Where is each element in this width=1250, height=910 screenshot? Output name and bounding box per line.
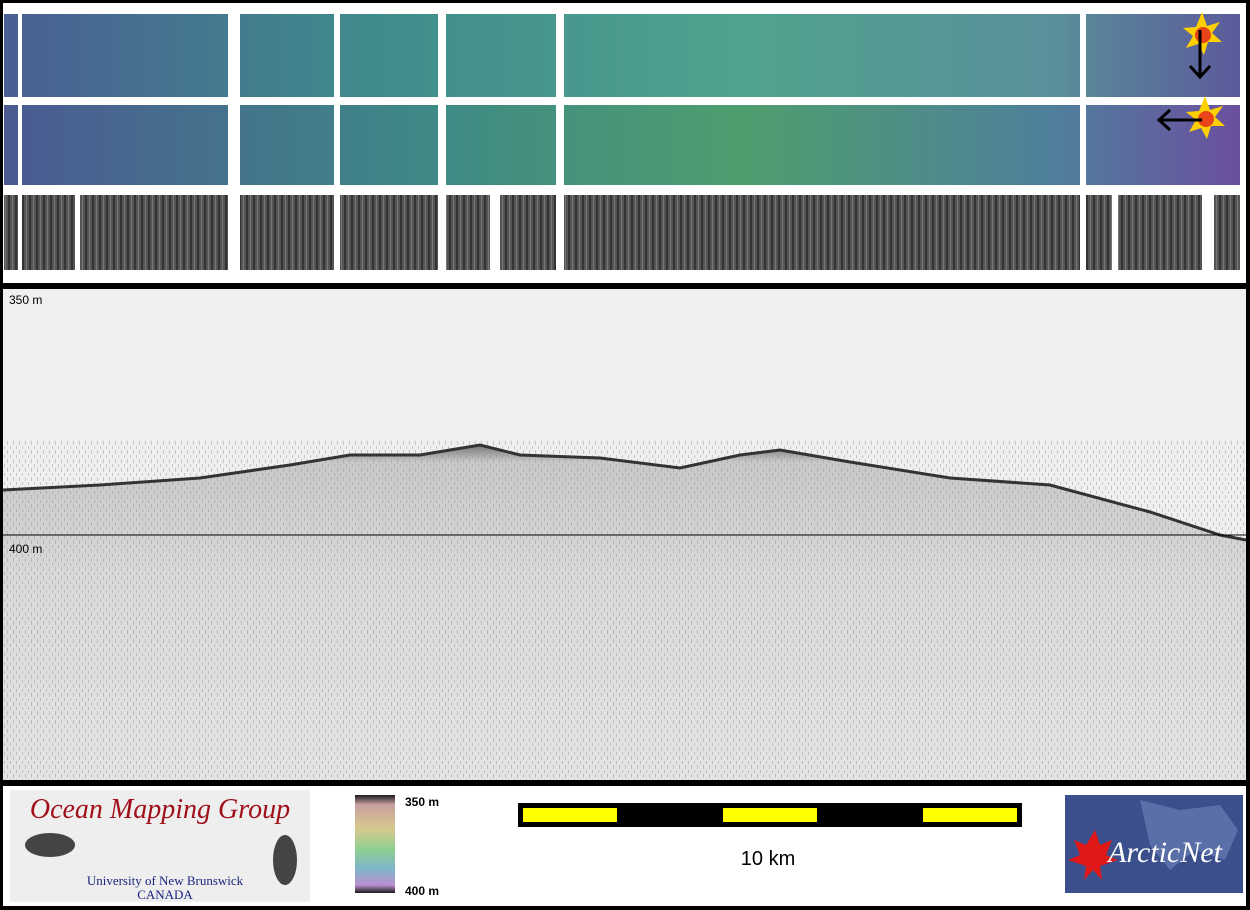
logo-shape [25,833,75,857]
seabed-line [2,443,1247,542]
maple-leaf [1068,830,1118,880]
backscatter-strip [4,14,1240,97]
logo-shape [273,835,297,885]
colorbar-label: 400 m [405,884,439,898]
logo-title: Ocean Mapping Group [30,794,290,825]
colorbar [355,795,395,893]
depth-label: 350 m [9,293,42,307]
logo-title: ArcticNet [1106,836,1223,869]
depth-label: 400 m [9,542,42,556]
scale-segment [723,808,817,822]
sun-icon [1183,12,1222,80]
logo-text: University of New Brunswick [87,873,244,888]
colorbar-label: 350 m [405,795,439,809]
logo-map [1140,800,1238,870]
scale-segment [523,808,617,822]
scale-segment [923,808,1017,822]
sun-icon [1156,96,1225,139]
logo-text: CANADA [137,887,193,902]
backscatter-strip [4,105,1240,185]
sidescan-strip [4,195,1240,270]
noise [3,440,1246,780]
coverage-gaps [18,14,1214,270]
scale-label: 10 km [741,848,795,870]
